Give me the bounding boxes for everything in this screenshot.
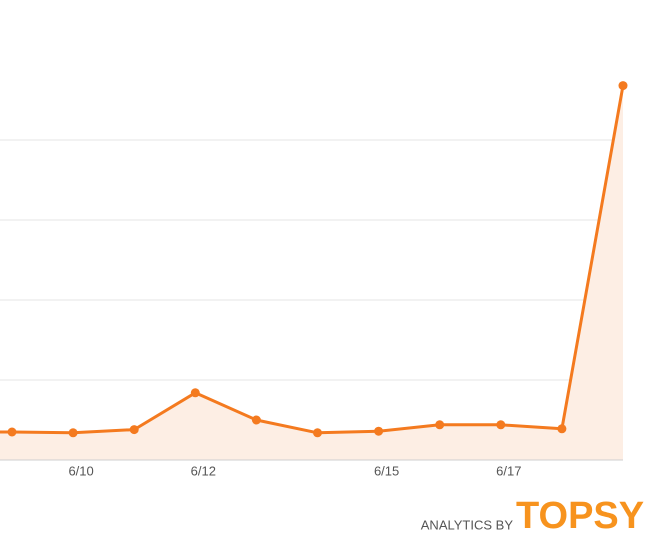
footer-brand: TOPSY xyxy=(516,495,644,537)
point xyxy=(557,424,567,434)
point xyxy=(7,427,17,437)
x-tick-label: 6/12 xyxy=(191,463,216,478)
point xyxy=(435,420,445,430)
area xyxy=(0,85,623,460)
footer-prefix: ANALYTICS BY xyxy=(421,517,514,532)
point xyxy=(618,81,628,91)
point xyxy=(313,428,322,438)
point xyxy=(68,428,78,438)
point xyxy=(129,425,139,435)
line xyxy=(0,85,625,435)
point xyxy=(251,415,261,425)
point xyxy=(374,426,384,436)
x-tick-label: 6/15 xyxy=(374,463,399,478)
point xyxy=(190,388,200,398)
point xyxy=(496,420,506,430)
x-tick-label: 6/10 xyxy=(68,463,93,478)
x-tick-label: 6/17 xyxy=(496,463,521,478)
